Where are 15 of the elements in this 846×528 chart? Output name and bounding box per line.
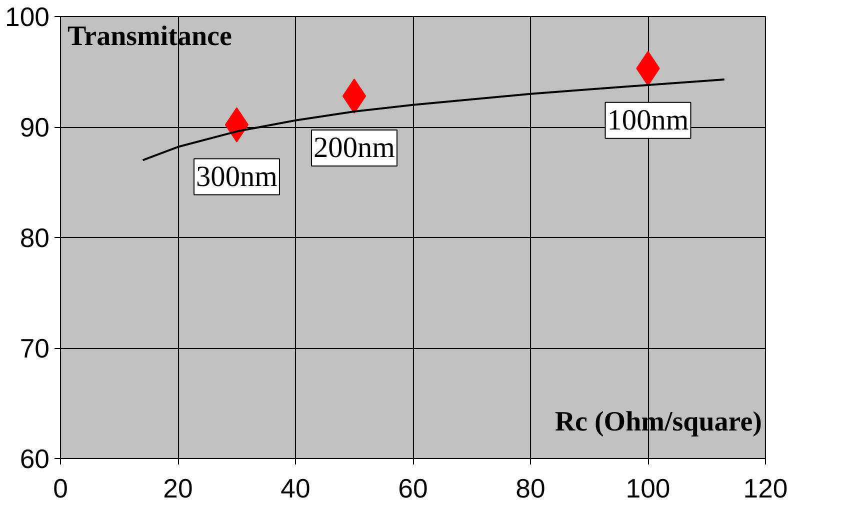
x-tick-label: 0 [53, 474, 68, 504]
x-tick-label: 40 [280, 474, 310, 504]
y-tick-label: 70 [20, 334, 50, 364]
x-tick-label: 120 [743, 474, 788, 504]
x-tick-label: 80 [516, 474, 546, 504]
annotation: 300nm [196, 160, 278, 193]
annotation: 100nm [607, 104, 689, 136]
x-tick-label: 100 [626, 474, 670, 504]
y-tick-label: 80 [20, 223, 50, 253]
y-tick-label: 100 [5, 2, 50, 32]
y-tick-label: 90 [20, 112, 50, 142]
x-tick-label: 20 [163, 474, 193, 504]
annotation: 200nm [314, 132, 396, 164]
x-tick-label: 60 [398, 474, 428, 504]
y-tick-label: 60 [20, 444, 50, 474]
